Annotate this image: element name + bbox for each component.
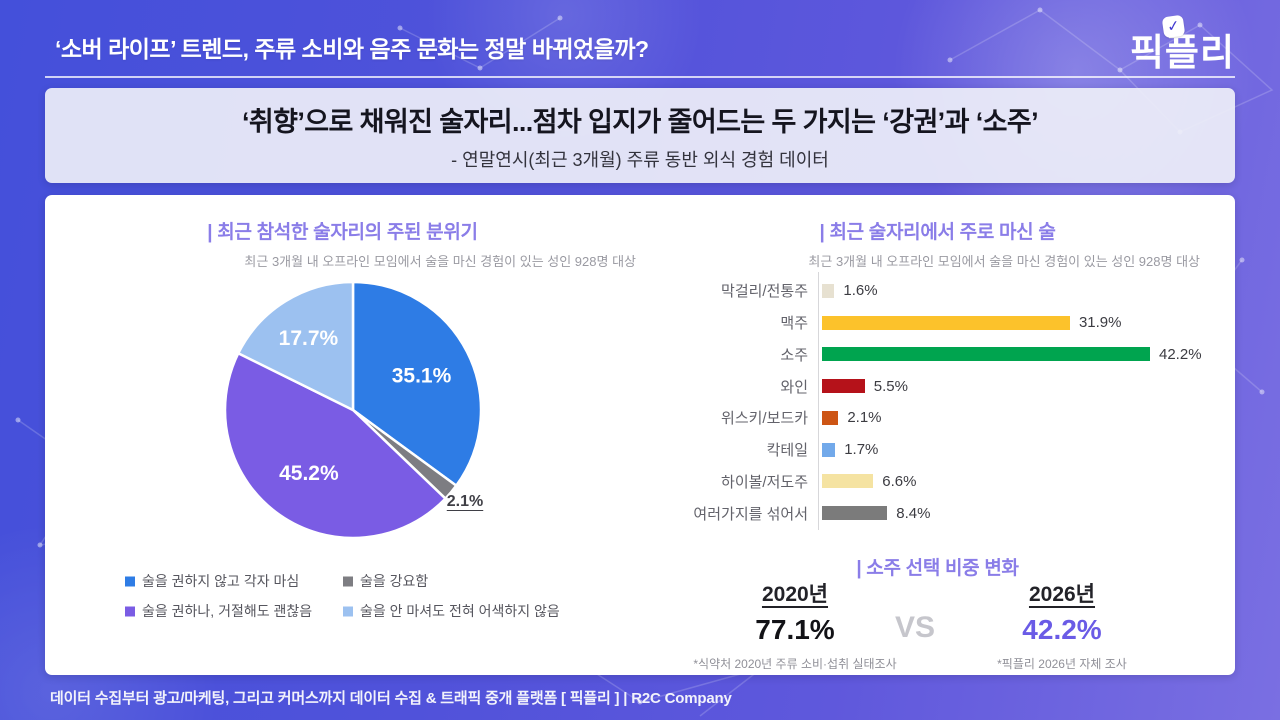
bar-row-7: 여러가지를 섞어서 8.4%: [640, 497, 1235, 529]
legend-label: 술을 권하나, 거절해도 괜찮음: [142, 603, 313, 619]
bar-area: 31.9%: [814, 314, 1235, 331]
bar-value-label: 1.7%: [844, 441, 879, 459]
bar-value-label: 8.4%: [896, 504, 931, 522]
bar-fill: [822, 474, 874, 489]
bar-area: 1.7%: [814, 441, 1235, 458]
pie-outside-label: 2.1%: [446, 493, 484, 510]
bar-chart-axis: [818, 272, 819, 530]
bar-category-label: 여러가지를 섞어서: [693, 505, 808, 523]
comparison-2020: 2020년 77.1% *식약처 2020년 주류 소비·섭취 실태조사: [675, 578, 915, 672]
bar-value-label: 2.1%: [847, 409, 882, 427]
bar-category-label: 소주: [780, 346, 808, 364]
bar-value-label: 5.5%: [873, 377, 908, 395]
legend-swatch-icon: [343, 606, 353, 617]
comparison-2026-year: 2026년: [1028, 583, 1096, 606]
bar-value-label: 1.6%: [843, 282, 878, 300]
page-title: ‘소버 라이프’ 트렌드, 주류 소비와 음주 문화는 정말 바뀌었을까?: [55, 36, 649, 62]
bar-fill: [822, 506, 888, 521]
bar-row-4: 위스키/보드카 2.1%: [640, 402, 1235, 434]
legend-swatch-icon: [125, 576, 135, 587]
bar-area: 8.4%: [814, 505, 1235, 522]
legend-swatch-icon: [125, 606, 135, 617]
legend-label: 술을 안 마셔도 전혀 어색하지 않음: [360, 603, 560, 619]
bar-area: 6.6%: [814, 473, 1235, 490]
bar-value-label: 6.6%: [882, 472, 917, 490]
bar-fill: [822, 442, 836, 457]
bar-row-6: 하이볼/저도주 6.6%: [640, 466, 1235, 498]
bar-chart-title: | 최근 술자리에서 주로 마신 술: [819, 222, 1056, 243]
bar-category-label: 맥주: [780, 315, 808, 333]
bar-fill: [822, 283, 835, 298]
pie-slice-2: [223, 351, 447, 540]
headline-title: ‘취향’으로 채워진 술자리...점차 입지가 줄어드는 두 가지는 ‘강권’과…: [241, 106, 1039, 137]
bar-category-label: 칵테일: [766, 442, 808, 460]
pie-chart-title: | 최근 참석한 술자리의 주된 분위기: [207, 222, 478, 243]
check-icon: ✓: [1161, 14, 1186, 39]
bar-category-label: 와인: [780, 378, 808, 396]
comparison-title: | 소주 선택 비중 변화: [856, 558, 1019, 579]
bar-area: 42.2%: [814, 346, 1235, 363]
headline-card: ‘취향’으로 채워진 술자리...점차 입지가 줄어드는 두 가지는 ‘강권’과…: [45, 88, 1235, 183]
bar-category-label: 위스키/보드카: [721, 410, 808, 428]
header-divider: [45, 76, 1235, 78]
bar-chart: 막걸리/전통주 1.6% 맥주 31.9% 소주 42.2% 와인 5.5% 위스키/보드카 2.…: [640, 272, 1235, 530]
comparison-2020-value: 77.1%: [755, 614, 835, 645]
pie-chart: 35.1% 45.2% 17.7%: [213, 270, 493, 550]
bar-row-1: 맥주 31.9%: [640, 307, 1235, 339]
legend-item-2: 술을 권하나, 거절해도 괜찮음: [125, 601, 343, 621]
vs-label: VS: [894, 611, 936, 644]
pie-slice-label-3: 17.7%: [279, 327, 339, 350]
comparison-2020-note: *식약처 2020년 주류 소비·섭취 실태조사: [693, 657, 897, 671]
legend-label: 술을 강요함: [360, 573, 429, 589]
pickply-logo: 픽플리 ✓: [1123, 14, 1235, 73]
legend-item-0: 술을 권하지 않고 각자 마심: [125, 571, 343, 591]
content-card: | 최근 참석한 술자리의 주된 분위기 최근 3개월 내 오프라인 모임에서 …: [45, 195, 1235, 675]
logo-text: 픽플리: [1129, 32, 1235, 73]
bar-fill: [822, 379, 865, 394]
pie-slice-label-0: 35.1%: [392, 364, 452, 387]
bar-row-2: 소주 42.2%: [640, 339, 1235, 371]
bar-row-5: 칵테일 1.7%: [640, 434, 1235, 466]
headline-subtitle: - 연말연시(최근 3개월) 주류 동반 외식 경험 데이터: [451, 149, 829, 170]
comparison-2020-year: 2020년: [761, 583, 829, 606]
bar-area: 2.1%: [814, 409, 1235, 426]
pie-chart-subtitle: 최근 3개월 내 오프라인 모임에서 술을 마신 경험이 있는 성인 928명 …: [244, 254, 636, 269]
soju-comparison-section: | 소주 선택 비중 변화 2020년 77.1% *식약처 2020년 주류 …: [640, 553, 1235, 671]
pie-slice-0: [351, 280, 483, 487]
bar-fill: [822, 410, 839, 425]
pie-slice-label-2: 45.2%: [279, 462, 339, 485]
footer-text: 데이터 수집부터 광고/마케팅, 그리고 커머스까지 데이터 수집 & 트래픽 …: [50, 690, 732, 707]
bar-fill: [822, 347, 1150, 362]
pie-slice-3: [237, 280, 355, 412]
legend-item-1: 술을 강요함: [343, 571, 560, 591]
legend-item-3: 술을 안 마셔도 전혀 어색하지 않음: [343, 601, 560, 621]
bar-area: 5.5%: [814, 378, 1235, 395]
comparison-2026-note: *픽플리 2026년 자체 조사: [997, 657, 1127, 671]
bar-row-0: 막걸리/전통주 1.6%: [640, 275, 1235, 307]
footer-bar: 데이터 수집부터 광고/마케팅, 그리고 커머스까지 데이터 수집 & 트래픽 …: [0, 675, 1280, 720]
comparison-2026-value: 42.2%: [1022, 614, 1102, 645]
bar-category-label: 하이볼/저도주: [721, 473, 808, 491]
bar-value-label: 42.2%: [1159, 345, 1202, 363]
comparison-2026: 2026년 42.2% *픽플리 2026년 자체 조사: [942, 578, 1182, 672]
legend-label: 술을 권하지 않고 각자 마심: [142, 573, 300, 589]
bar-area: 1.6%: [814, 282, 1235, 299]
pie-chart-svg: 35.1% 45.2% 17.7%: [223, 280, 483, 540]
bar-chart-subtitle: 최근 3개월 내 오프라인 모임에서 술을 마신 경험이 있는 성인 928명 …: [808, 254, 1200, 269]
bar-value-label: 31.9%: [1078, 314, 1122, 332]
bar-fill: [822, 315, 1070, 330]
legend-swatch-icon: [343, 576, 353, 587]
bar-category-label: 막걸리/전통주: [721, 283, 808, 301]
bar-row-3: 와인 5.5%: [640, 370, 1235, 402]
